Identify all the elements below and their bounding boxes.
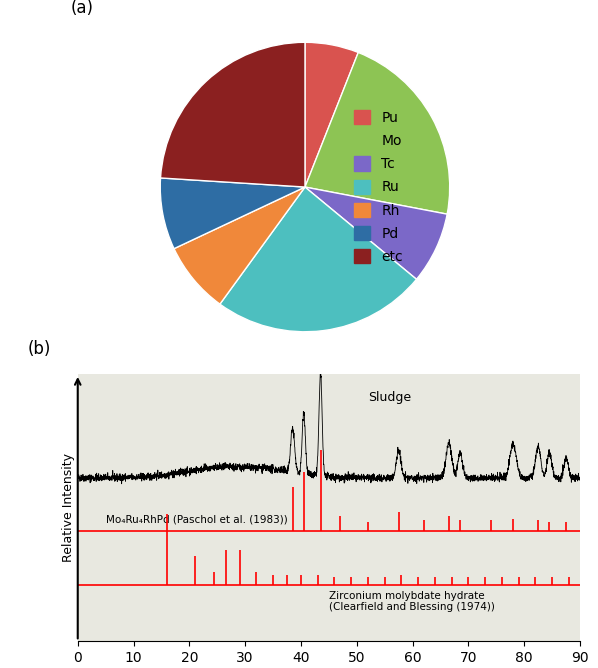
Wedge shape xyxy=(160,178,305,248)
Wedge shape xyxy=(220,187,416,332)
Legend: Pu, Mo, Tc, Ru, Rh, Pd, etc: Pu, Mo, Tc, Ru, Rh, Pd, etc xyxy=(353,110,403,264)
Wedge shape xyxy=(305,42,358,187)
Text: (Clearfield and Blessing (1974)): (Clearfield and Blessing (1974)) xyxy=(329,602,495,612)
Text: Mo₄Ru₄RhPd (Paschol et al. (1983)): Mo₄Ru₄RhPd (Paschol et al. (1983)) xyxy=(106,515,288,525)
Wedge shape xyxy=(305,187,447,279)
Y-axis label: Relative Intensity: Relative Intensity xyxy=(62,453,75,562)
Wedge shape xyxy=(160,42,305,187)
Wedge shape xyxy=(305,53,450,214)
Text: Zirconium molybdate hydrate: Zirconium molybdate hydrate xyxy=(329,591,484,601)
Wedge shape xyxy=(174,187,305,304)
Text: Sludge: Sludge xyxy=(368,391,411,404)
Text: (b): (b) xyxy=(28,340,51,358)
Text: (a): (a) xyxy=(71,0,93,17)
